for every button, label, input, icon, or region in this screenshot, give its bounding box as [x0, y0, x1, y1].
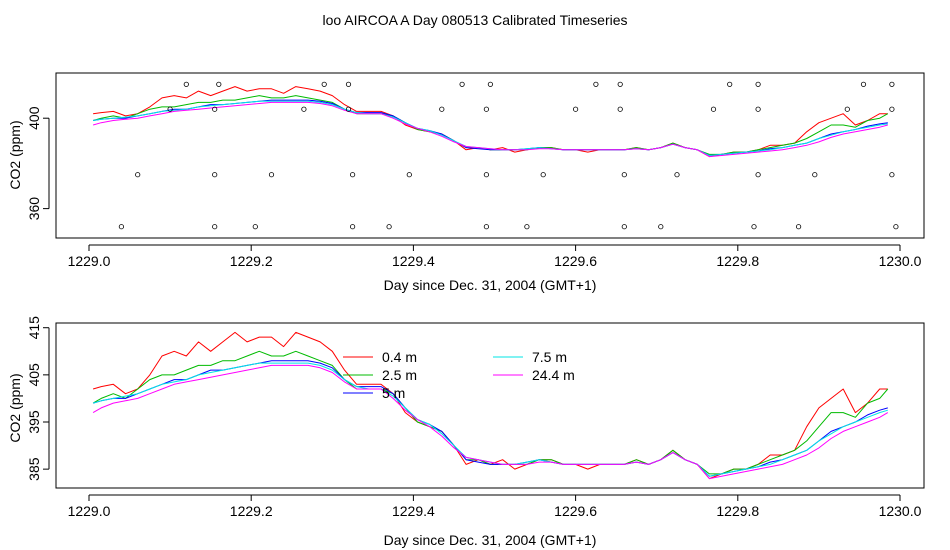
- bottom-x-tick-label: 1229.4: [392, 503, 435, 519]
- top-y-axis: 360 400: [26, 106, 50, 221]
- marker-point: [751, 224, 757, 230]
- marker-point: [617, 81, 623, 87]
- top-series-line-ff00ff: [92, 101, 888, 158]
- figure-title: loo AIRCOA A Day 080513 Calibrated Times…: [322, 12, 627, 28]
- marker-point: [889, 81, 895, 87]
- marker-point: [216, 81, 222, 87]
- legend-label-24-4-m: 24.4 m: [532, 367, 575, 383]
- top-x-tick-label: 1229.4: [392, 253, 435, 269]
- top-x-tick-label: 1230.0: [879, 253, 922, 269]
- legend-label-5-m: 5 m: [382, 385, 405, 401]
- marker-point: [167, 106, 173, 112]
- top-series-group: [92, 86, 889, 158]
- marker-point: [439, 106, 445, 112]
- top-x-axis-label: Day since Dec. 31, 2004 (GMT+1): [384, 277, 597, 293]
- top-x-axis: 1229.0 1229.2 1229.4 1229.6 1229.8 1230.0: [68, 244, 922, 269]
- marker-point: [483, 172, 489, 178]
- marker-point: [483, 106, 489, 112]
- bottom-x-tick-label: 1229.6: [554, 503, 597, 519]
- marker-point: [268, 172, 275, 178]
- top-marker-group: [118, 81, 899, 230]
- marker-point: [889, 106, 895, 112]
- marker-point: [524, 224, 530, 230]
- bottom-y-tick-label: 385: [26, 457, 42, 481]
- bottom-x-tick-label: 1229.0: [68, 503, 111, 519]
- marker-point: [593, 81, 599, 87]
- marker-point: [755, 81, 761, 87]
- marker-point: [889, 172, 895, 178]
- bottom-x-tick-label: 1230.0: [879, 503, 922, 519]
- marker-point: [349, 224, 356, 230]
- top-x-tick-label: 1229.2: [230, 253, 273, 269]
- marker-point: [386, 224, 392, 230]
- bottom-series-line-24-4-m: [92, 364, 889, 480]
- top-y-axis-label: CO2 (ppm): [7, 120, 23, 189]
- marker-point: [349, 172, 356, 178]
- marker-point: [795, 224, 802, 230]
- marker-point: [183, 81, 189, 87]
- marker-point: [406, 172, 412, 178]
- marker-point: [487, 81, 493, 87]
- marker-point: [212, 172, 218, 178]
- bottom-panel: 1229.0 1229.2 1229.4 1229.6 1229.8 1230.0 385…: [7, 316, 925, 548]
- bottom-y-tick-label: 405: [26, 363, 42, 387]
- marker-point: [658, 224, 664, 230]
- marker-point: [674, 172, 680, 178]
- bottom-y-tick-label: 415: [26, 316, 42, 340]
- top-plot-frame: [55, 72, 925, 239]
- marker-point: [755, 172, 761, 178]
- marker-point: [844, 106, 850, 112]
- marker-point: [893, 224, 899, 230]
- bottom-plot-frame: [55, 322, 925, 489]
- bottom-y-axis-label: CO2 (ppm): [7, 373, 23, 442]
- marker-point: [212, 106, 218, 112]
- marker-point: [860, 81, 867, 87]
- marker-point: [252, 224, 258, 230]
- bottom-x-tick-label: 1229.8: [716, 503, 759, 519]
- marker-point: [301, 106, 307, 112]
- marker-point: [135, 172, 141, 178]
- marker-point: [118, 224, 125, 230]
- legend-label-2-5-m: 2.5 m: [382, 367, 417, 383]
- marker-point: [345, 106, 352, 112]
- legend-label-0-4-m: 0.4 m: [382, 349, 417, 365]
- legend-label-7-5-m: 7.5 m: [532, 349, 567, 365]
- marker-point: [621, 172, 627, 178]
- marker-point: [812, 172, 818, 178]
- bottom-series-group: [92, 331, 889, 480]
- legend: 0.4 m 2.5 m 5 m 7.5 m 24.4 m: [343, 349, 575, 401]
- marker-point: [212, 224, 218, 230]
- marker-point: [483, 224, 489, 230]
- marker-point: [727, 81, 733, 87]
- marker-point: [572, 106, 579, 112]
- top-x-tick-label: 1229.0: [68, 253, 111, 269]
- bottom-x-axis: 1229.0 1229.2 1229.4 1229.6 1229.8 1230.0: [68, 494, 922, 519]
- bottom-x-tick-label: 1229.2: [230, 503, 273, 519]
- top-panel: 1229.0 1229.2 1229.4 1229.6 1229.8 1230.0 360…: [7, 72, 925, 293]
- top-y-tick-label: 400: [26, 106, 42, 130]
- marker-point: [459, 81, 465, 87]
- marker-point: [345, 81, 352, 87]
- top-x-tick-label: 1229.8: [716, 253, 759, 269]
- marker-point: [321, 81, 327, 87]
- marker-point: [621, 224, 627, 230]
- bottom-x-axis-label: Day since Dec. 31, 2004 (GMT+1): [384, 532, 597, 548]
- marker-point: [755, 106, 761, 112]
- marker-point: [710, 106, 717, 112]
- bottom-y-axis: 385 395 405 415: [26, 316, 50, 481]
- marker-point: [617, 106, 623, 112]
- bottom-y-tick-label: 395: [26, 410, 42, 434]
- top-y-tick-label: 360: [26, 197, 42, 221]
- top-x-tick-label: 1229.6: [554, 253, 597, 269]
- marker-point: [540, 172, 546, 178]
